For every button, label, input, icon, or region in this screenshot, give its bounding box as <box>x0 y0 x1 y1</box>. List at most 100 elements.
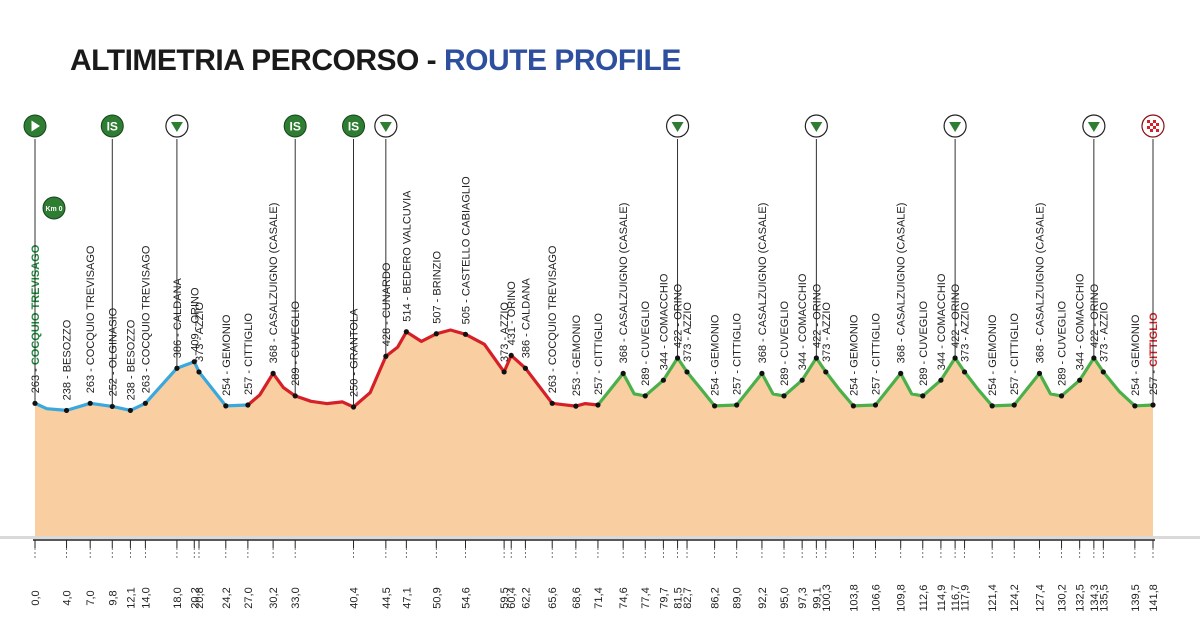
waypoint-name: AZZIO <box>1098 302 1110 335</box>
waypoint-altitude: 373 - <box>682 334 694 362</box>
waypoint-altitude: 368 - <box>618 335 630 363</box>
km-tick-label: 81,5 <box>673 587 685 608</box>
waypoint-altitude: 368 - <box>757 335 769 363</box>
feed-triangle <box>949 122 962 132</box>
waypoint-altitude: 263 - <box>85 365 97 393</box>
waypoint-name: GRANTOLA <box>349 308 361 369</box>
waypoint-dot <box>938 377 944 383</box>
waypoint-name: CITTIGLIO <box>1148 312 1160 367</box>
waypoint-name: GEMONIO <box>710 314 722 368</box>
waypoint-altitude: 254 - <box>848 368 860 396</box>
km-tick-label: 134,3 <box>1089 584 1101 612</box>
finish-square <box>1156 126 1159 129</box>
waypoint-label: 344 - COMACCHIO <box>658 273 670 370</box>
waypoint-label: 422 - ORINO <box>811 283 823 348</box>
km-tick-label: 27,0 <box>243 587 255 608</box>
km-tick-label: 135,5 <box>1098 584 1110 612</box>
waypoint-label: 344 - COMACCHIO <box>1075 273 1087 370</box>
waypoint-label: 344 - COMACCHIO <box>797 273 809 370</box>
waypoint-label: 289 - CUVEGLIO <box>779 300 791 385</box>
waypoint-label: 263 - COCQUIO TREVISAGO <box>140 245 152 393</box>
km-tick-label: 99,1 <box>811 587 823 608</box>
waypoint-altitude: 257 - <box>243 367 255 395</box>
waypoint-altitude: 344 - <box>1075 342 1087 370</box>
waypoint-altitude: 289 - <box>640 358 652 386</box>
waypoint-name: ORINO <box>673 283 685 320</box>
finish-square <box>1147 129 1150 132</box>
feed-triangle <box>1087 122 1100 132</box>
waypoint-label: 254 - GEMONIO <box>710 314 722 396</box>
waypoint-label: 257 - CITTIGLIO <box>732 313 744 395</box>
waypoint-name: COCQUIO TREVISAGO <box>30 244 42 365</box>
km-tick-label: 24,2 <box>221 587 233 608</box>
waypoint-name: COCQUIO TREVISAGO <box>85 245 97 365</box>
waypoint-name: AZZIO <box>960 302 972 335</box>
waypoint-name: ORINO <box>506 281 518 318</box>
km-tick-label: 68,6 <box>571 587 583 608</box>
waypoint-altitude: 422 - <box>811 320 823 348</box>
km-tick-label: 89,0 <box>732 587 744 608</box>
finish-square <box>1150 129 1153 132</box>
triangle-down-icon <box>665 114 690 138</box>
waypoint-altitude: 254 - <box>221 368 233 396</box>
waypoint-altitude: 422 - <box>673 320 685 348</box>
triangle-down-icon <box>374 114 398 138</box>
waypoint-label: 373 - AZZIO <box>1098 302 1110 362</box>
waypoint-dot <box>759 370 765 376</box>
waypoint-label: 253 - GEMONIO <box>571 314 583 396</box>
waypoint-altitude: 254 - <box>987 368 999 396</box>
waypoint-name: COMACCHIO <box>936 273 948 342</box>
waypoint-name: COCQUIO TREVISAGO <box>547 245 559 365</box>
waypoint-dot <box>270 370 276 376</box>
km-tick-label: 124,2 <box>1009 584 1021 612</box>
km-tick-label: 33,0 <box>290 587 302 608</box>
waypoint-label: 514 - BEDERO VALCUVIA <box>401 190 413 322</box>
finish-square <box>1156 129 1159 132</box>
waypoint-label: 368 - CASALZUIGNO (CASALE) <box>896 203 908 364</box>
waypoint-dot <box>595 402 601 408</box>
waypoint-label: 250 - GRANTOLA <box>349 308 361 397</box>
axis-strip <box>0 536 1200 539</box>
waypoint-dot <box>245 402 251 408</box>
waypoint-label: 252 - OLGINASIO <box>107 307 119 396</box>
finish-square <box>1147 120 1150 123</box>
waypoint-dot <box>1100 369 1106 375</box>
waypoint-dot <box>850 403 856 409</box>
waypoint-dot <box>1058 393 1065 399</box>
waypoint-label: 257 - CITTIGLIO <box>243 313 255 395</box>
waypoint-dot <box>223 403 229 409</box>
waypoint-altitude: 368 - <box>896 335 908 363</box>
km-tick-label: 44,5 <box>381 587 393 608</box>
km-tick-label: 127,4 <box>1034 584 1046 612</box>
waypoint-altitude: 263 - <box>30 365 42 393</box>
waypoint-label: 386 - CALDANA <box>172 277 184 358</box>
waypoint-altitude: 373 - <box>194 334 206 362</box>
km-tick-label: 14,0 <box>140 587 152 608</box>
km-tick-label: 117,9 <box>960 585 972 612</box>
km-tick-label: 50,9 <box>431 587 443 608</box>
waypoint-altitude: 238 - <box>62 372 74 400</box>
waypoint-altitude: 373 - <box>821 334 833 362</box>
waypoint-name: GEMONIO <box>987 314 999 368</box>
km0-label: Km 0 <box>45 206 62 213</box>
km-tick-label: 47,1 <box>401 587 413 608</box>
waypoint-dot <box>462 331 469 337</box>
waypoint-label: 422 - ORINO <box>1089 283 1101 348</box>
km-tick-label: 103,8 <box>848 584 860 612</box>
km-tick-label: 20,8 <box>194 587 206 608</box>
waypoint-altitude: 422 - <box>1089 320 1101 348</box>
waypoint-altitude: 386 - <box>172 330 184 358</box>
waypoint-altitude: 289 - <box>1057 358 1069 386</box>
waypoint-dot <box>734 402 740 408</box>
km-tick-label: 71,4 <box>593 587 605 608</box>
waypoint-dot <box>920 393 926 399</box>
km-tick-label: 7,0 <box>85 590 97 605</box>
km-tick-label: 109,8 <box>896 584 908 612</box>
km0-circle <box>42 196 66 220</box>
waypoint-name: CASALZUIGNO (CASALE) <box>896 203 908 336</box>
intermediate-sprint-icon: IS <box>100 114 124 138</box>
waypoint-label: 386 - CALDANA <box>520 277 532 358</box>
waypoint-name: BESOZZO <box>125 319 137 372</box>
waypoint-dot <box>549 400 555 406</box>
